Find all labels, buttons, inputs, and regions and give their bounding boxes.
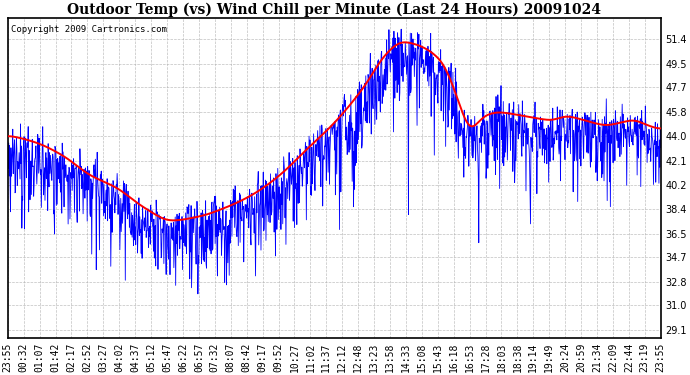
Title: Outdoor Temp (vs) Wind Chill per Minute (Last 24 Hours) 20091024: Outdoor Temp (vs) Wind Chill per Minute … [67,3,601,17]
Text: Copyright 2009 Cartronics.com: Copyright 2009 Cartronics.com [11,25,167,34]
